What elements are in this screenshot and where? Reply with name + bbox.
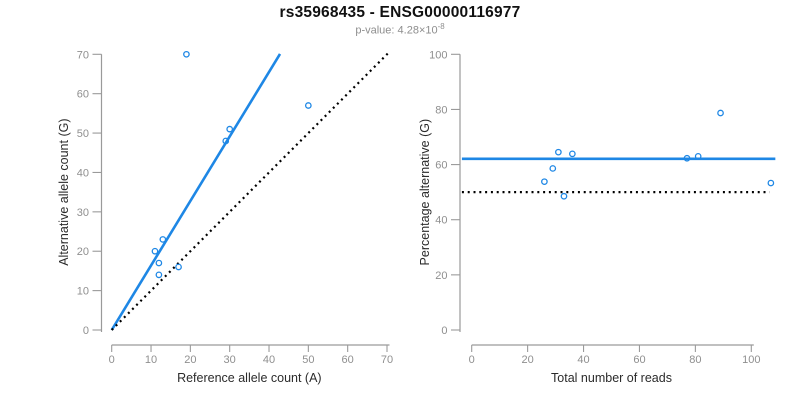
x-tick-label: 10 xyxy=(145,354,157,366)
y-tick-label: 0 xyxy=(441,325,447,337)
y-tick-label: 70 xyxy=(77,49,89,61)
data-point xyxy=(555,148,562,156)
x-tick-label: 0 xyxy=(109,354,115,366)
pvalue-text: p-value: 4.28×10 xyxy=(355,24,438,37)
data-point xyxy=(226,125,234,133)
fitted-slope-line xyxy=(110,53,282,331)
x-tick-label: 50 xyxy=(302,354,314,366)
y-tick-label: 50 xyxy=(77,128,89,140)
plot-panel-allele-counts: 0 10 20 30 40 50 60 70 0 10 20 30 40 50 60 70 Reference … xyxy=(57,49,393,385)
y-tick-label: 20 xyxy=(77,246,89,258)
x-axis-label: Reference allele count (A) xyxy=(177,371,322,385)
data-point xyxy=(155,259,163,267)
x-tick-label: 30 xyxy=(224,354,236,366)
y-axis-label: Percentage alternative (G) xyxy=(418,119,432,266)
plot-panel-percentage-vs-coverage: 0 20 40 60 80 100 0 20 40 60 80 100 Total number of … xyxy=(418,49,776,385)
data-point xyxy=(767,179,775,187)
y-axis-label: Alternative allele count (G) xyxy=(57,119,71,266)
x-tick-label: 20 xyxy=(521,354,533,366)
y-tick-label: 40 xyxy=(77,167,89,179)
data-point xyxy=(541,178,548,186)
pvalue-exponent: -8 xyxy=(437,22,445,31)
y-tick-label: 100 xyxy=(429,49,447,61)
data-point xyxy=(717,109,724,117)
data-point xyxy=(175,263,182,271)
x-tick-label: 60 xyxy=(633,354,645,366)
y-tick-label: 30 xyxy=(77,207,89,219)
y-tick-label: 10 xyxy=(77,286,89,298)
x-tick-label: 40 xyxy=(263,354,275,366)
y-tick-label: 60 xyxy=(435,160,447,172)
x-tick-label: 60 xyxy=(342,354,354,366)
y-tick-label: 80 xyxy=(435,104,447,116)
figure-subtitle: p-value: 4.28×10-8 xyxy=(0,22,800,37)
data-point xyxy=(569,150,576,158)
data-point xyxy=(183,50,190,58)
y-tick-label: 0 xyxy=(83,325,89,337)
data-point xyxy=(560,192,568,200)
y-tick-label: 60 xyxy=(77,89,89,101)
x-axis-label: Total number of reads xyxy=(551,371,672,385)
y-tick-label: 40 xyxy=(435,215,447,227)
x-tick-label: 70 xyxy=(381,354,393,366)
x-tick-label: 40 xyxy=(577,354,589,366)
data-point xyxy=(549,165,557,172)
data-point xyxy=(222,137,230,145)
data-point xyxy=(155,271,163,279)
x-tick-label: 0 xyxy=(469,354,475,366)
data-point xyxy=(151,247,159,255)
data-point xyxy=(694,152,702,160)
y-tick-label: 20 xyxy=(435,270,447,282)
data-point xyxy=(304,102,312,109)
data-point xyxy=(159,236,167,243)
x-tick-label: 100 xyxy=(742,354,760,366)
x-tick-label: 20 xyxy=(184,354,196,366)
identity-y-equals-x-line xyxy=(110,51,390,331)
data-point xyxy=(683,154,691,162)
x-tick-label: 80 xyxy=(689,354,701,366)
figure-title: rs35968435 - ENSG00000116977 xyxy=(279,4,521,21)
